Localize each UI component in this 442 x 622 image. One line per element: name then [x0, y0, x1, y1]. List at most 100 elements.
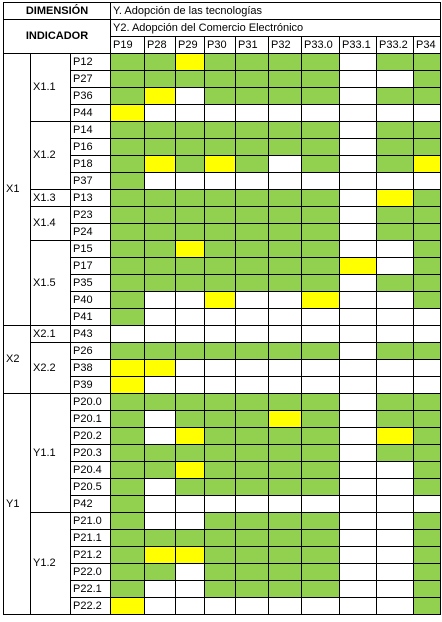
- matrix-cell-white: [339, 376, 377, 394]
- matrix-cell-green: [413, 580, 441, 598]
- matrix-cell-white: [339, 104, 377, 122]
- item-label-cell: P21.2: [70, 546, 111, 564]
- matrix-cell-yellow: [144, 359, 176, 377]
- matrix-cell-green: [301, 155, 340, 173]
- matrix-cell-yellow: [144, 546, 176, 564]
- matrix-cell-white: [175, 495, 205, 513]
- matrix-cell-green: [110, 580, 145, 598]
- matrix-cell-green: [204, 393, 236, 411]
- matrix-cell-green: [413, 223, 441, 241]
- item-label-cell: P21.0: [70, 512, 111, 530]
- matrix-cell-green: [144, 138, 176, 156]
- matrix-cell-green: [110, 274, 145, 292]
- matrix-cell-green: [413, 410, 441, 428]
- matrix-cell-white: [376, 529, 414, 547]
- item-label-cell: P14: [70, 121, 111, 139]
- item-label-cell: P22.0: [70, 563, 111, 581]
- matrix-cell-white: [339, 393, 377, 411]
- matrix-cell-green: [235, 138, 269, 156]
- matrix-cell-green: [268, 529, 302, 547]
- column-header: P32: [268, 36, 302, 54]
- matrix-cell-white: [339, 597, 377, 615]
- matrix-cell-green: [175, 206, 205, 224]
- item-label-cell: P40: [70, 291, 111, 309]
- matrix-cell-green: [413, 393, 441, 411]
- matrix-cell-green: [301, 70, 340, 88]
- matrix-cell-white: [204, 495, 236, 513]
- item-label-cell: P24: [70, 223, 111, 241]
- matrix-cell-white: [339, 444, 377, 462]
- matrix-cell-green: [413, 512, 441, 530]
- matrix-cell-white: [144, 495, 176, 513]
- matrix-cell-white: [175, 563, 205, 581]
- column-header-row: P19 P28 P29 P30 P31 P32 P33.0 P33.1 P33.2 P34: [4, 36, 441, 54]
- matrix-cell-green: [110, 478, 145, 496]
- matrix-cell-white: [339, 546, 377, 564]
- matrix-cell-white: [339, 172, 377, 190]
- matrix-cell-green: [376, 138, 414, 156]
- item-label-cell: P37: [70, 172, 111, 190]
- matrix-row: P37: [4, 172, 441, 190]
- matrix-cell-green: [175, 257, 205, 275]
- matrix-cell-white: [376, 240, 414, 258]
- matrix-cell-yellow: [144, 87, 176, 105]
- matrix-cell-green: [301, 410, 340, 428]
- matrix-cell-white: [376, 495, 414, 513]
- item-label-cell: P16: [70, 138, 111, 156]
- matrix-cell-white: [144, 308, 176, 326]
- matrix-cell-white: [204, 308, 236, 326]
- matrix-cell-green: [268, 461, 302, 479]
- matrix-cell-white: [175, 87, 205, 105]
- dimension-header: DIMENSIÓN: [3, 2, 111, 20]
- matrix-cell-white: [268, 308, 302, 326]
- item-label-cell: P35: [70, 274, 111, 292]
- indicator-cell: X2.1: [30, 325, 71, 343]
- matrix-cell-green: [175, 189, 205, 207]
- matrix-row: P39: [4, 376, 441, 394]
- matrix-cell-green: [376, 444, 414, 462]
- matrix-cell-green: [175, 342, 205, 360]
- matrix-cell-white: [175, 291, 205, 309]
- matrix-cell-green: [413, 597, 441, 615]
- matrix-cell-green: [235, 478, 269, 496]
- matrix-cell-green: [268, 427, 302, 445]
- dimension-cell: X1: [3, 53, 31, 326]
- matrix-cell-green: [110, 138, 145, 156]
- item-label-cell: P38: [70, 359, 111, 377]
- matrix-cell-white: [376, 597, 414, 615]
- matrix-cell-white: [144, 410, 176, 428]
- matrix-cell-green: [175, 70, 205, 88]
- matrix-cell-green: [413, 206, 441, 224]
- matrix-cell-white: [204, 172, 236, 190]
- matrix-cell-white: [376, 308, 414, 326]
- matrix-cell-white: [175, 597, 205, 615]
- matrix-cell-green: [144, 563, 176, 581]
- matrix-cell-white: [235, 172, 269, 190]
- matrix-cell-green: [413, 444, 441, 462]
- matrix-row: P38: [4, 359, 441, 377]
- matrix-cell-green: [204, 189, 236, 207]
- matrix-cell-green: [235, 410, 269, 428]
- matrix-cell-yellow: [175, 240, 205, 258]
- matrix-cell-green: [144, 342, 176, 360]
- matrix-cell-green: [301, 563, 340, 581]
- matrix-row: X1.5 P15: [4, 240, 441, 326]
- matrix-cell-green: [175, 138, 205, 156]
- matrix-cell-white: [376, 512, 414, 530]
- matrix-cell-white: [268, 359, 302, 377]
- matrix-cell-green: [301, 461, 340, 479]
- matrix-cell-green: [235, 461, 269, 479]
- matrix-cell-white: [376, 325, 414, 343]
- matrix-cell-green: [235, 121, 269, 139]
- matrix-cell-green: [301, 529, 340, 547]
- matrix-cell-white: [175, 104, 205, 122]
- matrix-cell-green: [268, 274, 302, 292]
- matrix-cell-yellow: [110, 104, 145, 122]
- matrix-cell-white: [339, 87, 377, 105]
- matrix-cell-green: [204, 410, 236, 428]
- matrix-row: P41: [4, 308, 441, 326]
- matrix-cell-white: [339, 291, 377, 309]
- matrix-cell-white: [175, 308, 205, 326]
- matrix-cell-white: [268, 495, 302, 513]
- matrix-cell-white: [339, 274, 377, 292]
